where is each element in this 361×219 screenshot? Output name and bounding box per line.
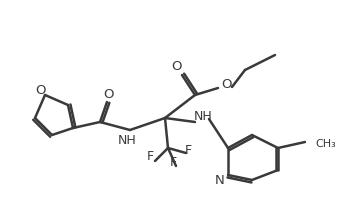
Text: NH: NH [193, 111, 212, 124]
Text: CH₃: CH₃ [315, 139, 336, 149]
Text: F: F [184, 145, 192, 157]
Text: F: F [147, 150, 153, 162]
Text: O: O [221, 78, 231, 92]
Text: N: N [215, 173, 225, 187]
Text: F: F [169, 155, 177, 168]
Text: O: O [104, 88, 114, 101]
Text: NH: NH [118, 134, 136, 147]
Text: O: O [35, 83, 45, 97]
Text: O: O [172, 60, 182, 74]
